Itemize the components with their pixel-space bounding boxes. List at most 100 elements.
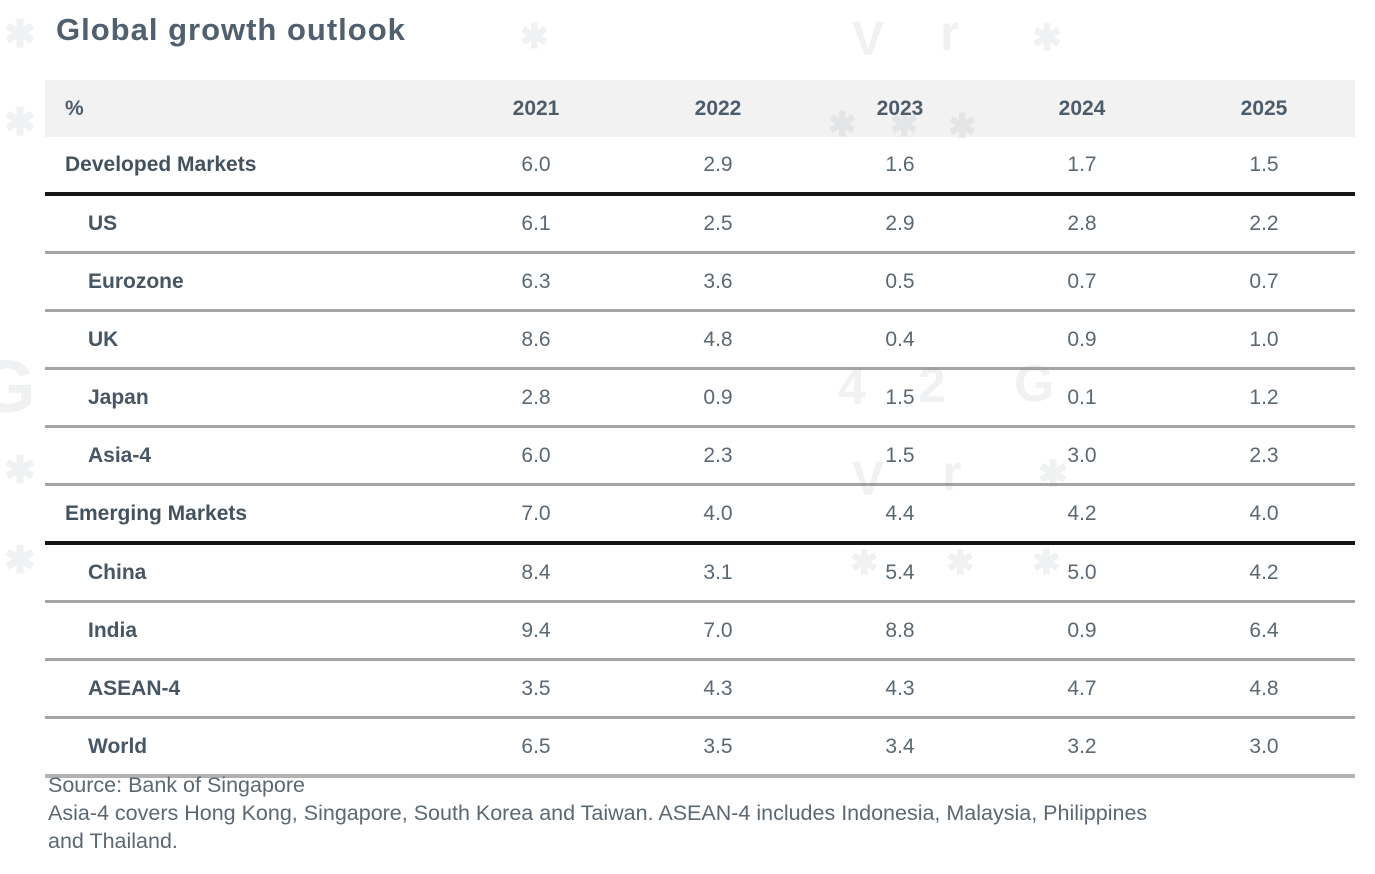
cell-value: 2.5 bbox=[703, 211, 733, 235]
cell-value: 4.8 bbox=[703, 327, 733, 351]
table-row: India 9.4 7.0 8.8 0.9 6.4 bbox=[45, 602, 1355, 660]
cell-value: 3.5 bbox=[521, 676, 551, 700]
cell-value: 7.0 bbox=[703, 618, 733, 642]
table-header-row: % 2021 2022 2023 2024 2025 bbox=[45, 80, 1355, 137]
header-cell-year: 2024 bbox=[991, 80, 1173, 137]
footnote-source: Source: Bank of Singapore bbox=[48, 773, 305, 797]
table-row: Eurozone 6.3 3.6 0.5 0.7 0.7 bbox=[45, 253, 1355, 311]
cell-value: 0.7 bbox=[1067, 269, 1097, 293]
table-row: Japan 2.8 0.9 1.5 0.1 1.2 bbox=[45, 369, 1355, 427]
cell-value: 3.0 bbox=[1067, 443, 1097, 467]
cell-value: 2.3 bbox=[703, 443, 733, 467]
table-row: Developed Markets 6.0 2.9 1.6 1.7 1.5 bbox=[45, 137, 1355, 194]
row-label: Developed Markets bbox=[65, 152, 257, 176]
row-label: Emerging Markets bbox=[65, 501, 248, 525]
watermark-glyph: ✱ bbox=[520, 18, 549, 56]
cell-value: 1.2 bbox=[1249, 385, 1279, 409]
cell-value: 4.4 bbox=[885, 501, 915, 525]
row-label: China bbox=[88, 560, 147, 584]
header-cell-year: 2023 bbox=[809, 80, 991, 137]
row-label: World bbox=[88, 734, 148, 758]
cell-value: 6.0 bbox=[521, 443, 551, 467]
cell-value: 0.9 bbox=[1067, 618, 1097, 642]
page-title: Global growth outlook bbox=[56, 12, 406, 47]
cell-value: 0.4 bbox=[885, 327, 915, 351]
table-row: Asia-4 6.0 2.3 1.5 3.0 2.3 bbox=[45, 427, 1355, 485]
cell-value: 4.2 bbox=[1067, 501, 1097, 525]
cell-value: 4.0 bbox=[1249, 501, 1279, 525]
watermark-glyph: ✱ bbox=[4, 102, 36, 144]
footnote-note-line-2: and Thailand. bbox=[48, 829, 178, 853]
cell-value: 1.6 bbox=[885, 152, 915, 176]
row-label: UK bbox=[88, 327, 119, 351]
watermark-glyph: ✱ bbox=[4, 540, 36, 582]
table-footnote: Source: Bank of Singapore Asia-4 covers … bbox=[48, 771, 1358, 855]
row-label: Japan bbox=[88, 385, 149, 409]
table-row: Emerging Markets 7.0 4.0 4.4 4.2 4.0 bbox=[45, 485, 1355, 543]
watermark-glyph: r bbox=[940, 5, 960, 61]
cell-value: 4.3 bbox=[703, 676, 733, 700]
cell-value: 2.9 bbox=[885, 211, 915, 235]
cell-value: 6.4 bbox=[1249, 618, 1279, 642]
cell-value: 3.0 bbox=[1249, 734, 1279, 758]
footnote-note-line-1: Asia-4 covers Hong Kong, Singapore, Sout… bbox=[48, 801, 1148, 825]
row-label: ASEAN-4 bbox=[88, 676, 181, 700]
cell-value: 3.4 bbox=[885, 734, 915, 758]
header-cell-year: 2022 bbox=[627, 80, 809, 137]
cell-value: 4.0 bbox=[703, 501, 733, 525]
cell-value: 5.4 bbox=[885, 560, 915, 584]
cell-value: 1.0 bbox=[1249, 327, 1279, 351]
growth-table: % 2021 2022 2023 2024 2025 Developed Markets 6… bbox=[45, 80, 1355, 778]
table-row: China 8.4 3.1 5.4 5.0 4.2 bbox=[45, 543, 1355, 602]
table-row: US 6.1 2.5 2.9 2.8 2.2 bbox=[45, 194, 1355, 253]
watermark-glyph: ✱ bbox=[4, 450, 36, 492]
row-label: Asia-4 bbox=[88, 443, 152, 467]
row-label: Eurozone bbox=[88, 269, 184, 293]
cell-value: 3.6 bbox=[703, 269, 733, 293]
watermark-glyph: V bbox=[852, 13, 885, 66]
cell-value: 3.5 bbox=[703, 734, 733, 758]
cell-value: 0.5 bbox=[885, 269, 915, 293]
cell-value: 0.9 bbox=[703, 385, 733, 409]
growth-table-container: % 2021 2022 2023 2024 2025 Developed Markets 6… bbox=[45, 80, 1355, 778]
cell-value: 4.2 bbox=[1249, 560, 1279, 584]
row-label: India bbox=[88, 618, 138, 642]
cell-value: 2.3 bbox=[1249, 443, 1279, 467]
cell-value: 5.0 bbox=[1067, 560, 1097, 584]
cell-value: 2.2 bbox=[1249, 211, 1279, 235]
watermark-glyph: ✱ bbox=[4, 14, 36, 56]
row-label: US bbox=[88, 211, 118, 235]
cell-value: 6.0 bbox=[521, 152, 551, 176]
cell-value: 3.1 bbox=[703, 560, 733, 584]
table-row: World 6.5 3.5 3.4 3.2 3.0 bbox=[45, 718, 1355, 776]
cell-value: 1.7 bbox=[1067, 152, 1097, 176]
cell-value: 4.8 bbox=[1249, 676, 1279, 700]
cell-value: 2.9 bbox=[703, 152, 733, 176]
cell-value: 0.9 bbox=[1067, 327, 1097, 351]
cell-value: 8.4 bbox=[521, 560, 551, 584]
cell-value: 7.0 bbox=[521, 501, 551, 525]
cell-value: 3.2 bbox=[1067, 734, 1097, 758]
header-cell-unit: % bbox=[45, 80, 445, 137]
cell-value: 6.3 bbox=[521, 269, 551, 293]
cell-value: 8.6 bbox=[521, 327, 551, 351]
cell-value: 2.8 bbox=[1067, 211, 1097, 235]
watermark-glyph: G bbox=[0, 345, 36, 428]
cell-value: 6.5 bbox=[521, 734, 551, 758]
table-row: ASEAN-4 3.5 4.3 4.3 4.7 4.8 bbox=[45, 660, 1355, 718]
cell-value: 9.4 bbox=[521, 618, 551, 642]
cell-value: 2.8 bbox=[521, 385, 551, 409]
cell-value: 4.3 bbox=[885, 676, 915, 700]
cell-value: 4.7 bbox=[1067, 676, 1097, 700]
cell-value: 1.5 bbox=[885, 385, 915, 409]
header-cell-year: 2025 bbox=[1173, 80, 1355, 137]
cell-value: 0.1 bbox=[1067, 385, 1097, 409]
watermark-glyph: ✱ bbox=[1032, 17, 1063, 58]
cell-value: 8.8 bbox=[885, 618, 915, 642]
cell-value: 0.7 bbox=[1249, 269, 1279, 293]
cell-value: 6.1 bbox=[521, 211, 551, 235]
cell-value: 1.5 bbox=[1249, 152, 1279, 176]
header-cell-year: 2021 bbox=[445, 80, 627, 137]
table-row: UK 8.6 4.8 0.4 0.9 1.0 bbox=[45, 311, 1355, 369]
cell-value: 1.5 bbox=[885, 443, 915, 467]
